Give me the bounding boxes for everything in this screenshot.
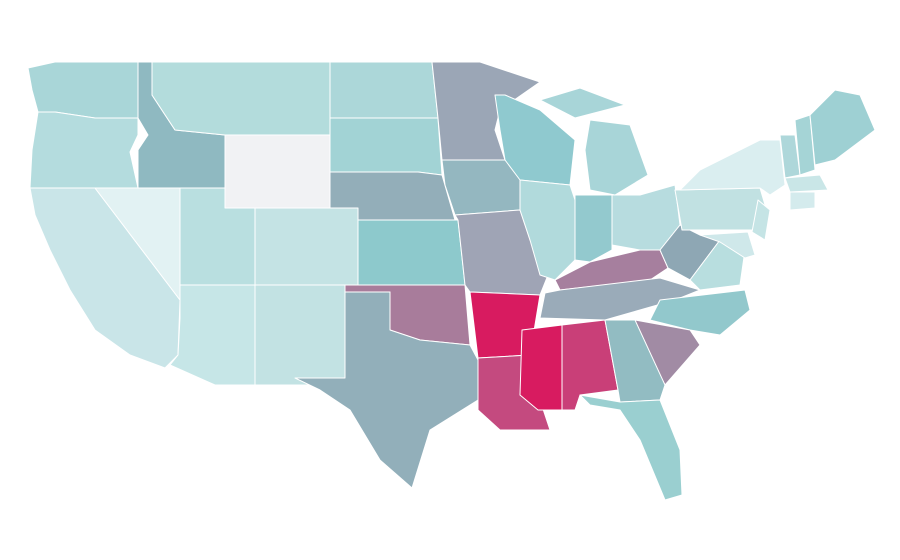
state <box>539 277 701 321</box>
state <box>539 87 626 119</box>
state <box>574 194 613 263</box>
state <box>699 231 756 259</box>
state <box>784 174 829 193</box>
state <box>679 139 786 196</box>
state <box>29 111 139 189</box>
state <box>649 289 751 336</box>
state <box>254 207 359 286</box>
state <box>751 199 771 241</box>
state <box>224 134 331 209</box>
state <box>294 291 479 489</box>
state <box>689 239 746 291</box>
state <box>329 61 439 119</box>
state <box>169 284 256 386</box>
state <box>254 284 346 386</box>
state <box>329 117 443 176</box>
state <box>584 119 649 196</box>
state <box>579 394 683 501</box>
state <box>794 114 816 176</box>
state <box>151 61 331 136</box>
state <box>809 89 876 166</box>
state <box>27 61 139 119</box>
state <box>357 219 466 286</box>
state <box>519 324 563 411</box>
state <box>431 61 541 161</box>
state <box>789 191 816 211</box>
state <box>441 159 521 216</box>
